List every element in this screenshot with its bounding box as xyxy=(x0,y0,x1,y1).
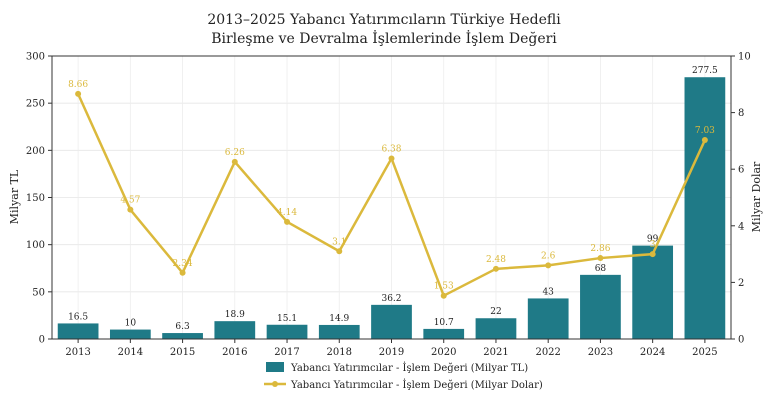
line-point xyxy=(127,206,134,213)
y-axis-label: Milyar TL xyxy=(8,169,21,224)
bar xyxy=(423,328,465,339)
x-tick-label: 2016 xyxy=(222,347,247,358)
line-value-label: 2.48 xyxy=(486,255,506,265)
line-value-label: 3.1 xyxy=(332,237,346,247)
bar xyxy=(475,318,517,339)
line-point xyxy=(388,155,395,162)
plot-frame xyxy=(51,55,732,340)
x-tick-label: 2019 xyxy=(379,347,404,358)
y2-tick-label: 2 xyxy=(738,278,744,289)
bar xyxy=(580,274,621,339)
legend-bar-label: Yabancı Yatırımcılar - İşlem Değeri (Mil… xyxy=(290,362,528,374)
line-value-label: 6.26 xyxy=(225,148,245,158)
bar xyxy=(684,77,726,339)
legend: Yabancı Yatırımcılar - İşlem Değeri (Mil… xyxy=(264,362,543,391)
x-tick-label: 2025 xyxy=(692,347,717,358)
line-point xyxy=(649,251,656,258)
bar-value-label: 6.3 xyxy=(175,322,190,332)
line-point xyxy=(440,292,447,299)
bar-value-label: 15.1 xyxy=(277,314,297,324)
y2-axis-label: Milyar Dolar xyxy=(750,161,763,232)
bar-value-label: 10.7 xyxy=(434,318,454,328)
line-value-label: 2.6 xyxy=(541,251,556,261)
line-value-label: 1.53 xyxy=(434,282,454,292)
line-value-label: 4.57 xyxy=(120,196,140,206)
bar-value-label: 18.9 xyxy=(225,310,245,320)
bar-value-label: 14.9 xyxy=(329,314,349,324)
line-point xyxy=(597,255,604,262)
bar-value-label: 68 xyxy=(595,264,607,274)
bar xyxy=(318,324,360,339)
x-tick-label: 2021 xyxy=(483,347,508,358)
line-point xyxy=(284,218,291,225)
x-tick-label: 2014 xyxy=(118,347,143,358)
y-tick-label: 0 xyxy=(39,335,45,346)
y-tick-label: 300 xyxy=(26,52,45,63)
y-tick-label: 50 xyxy=(32,287,45,298)
x-tick-label: 2018 xyxy=(327,347,352,358)
legend-line-marker xyxy=(272,381,278,387)
bar-value-label: 99 xyxy=(647,235,659,245)
line-series: 8.66 4.57 2.34 6.26 4.14 3.1 6.38 1.53 2.48 2.6 2.… xyxy=(68,80,715,299)
line-value-label: 4.14 xyxy=(277,208,297,218)
y-tick-label: 200 xyxy=(26,146,45,157)
line-value-label: 7.03 xyxy=(695,126,715,136)
x-tick-label: 2017 xyxy=(274,347,299,358)
bar-labels: 16.5 10 6.3 18.9 15.1 14.9 36.2 10.7 22 43 68 99 277… xyxy=(68,66,718,332)
x-tick-label: 2020 xyxy=(431,347,456,358)
legend-bar-swatch xyxy=(266,362,284,372)
x-tick-label: 2024 xyxy=(640,347,665,358)
bar xyxy=(109,329,151,339)
y-tick-label: 100 xyxy=(26,240,45,251)
x-tick-label: 2023 xyxy=(588,347,613,358)
y2-tick-label: 6 xyxy=(738,165,744,176)
line-point xyxy=(701,137,708,144)
y2-tick-label: 10 xyxy=(738,52,751,63)
bar-series xyxy=(57,77,726,339)
grid xyxy=(52,55,731,340)
x-tick-label: 2015 xyxy=(170,347,195,358)
y2-tick-label: 0 xyxy=(738,335,744,346)
bar-value-label: 36.2 xyxy=(381,294,401,304)
bar xyxy=(632,245,674,339)
bar xyxy=(527,298,569,339)
x-tick-label: 2022 xyxy=(535,347,560,358)
bar xyxy=(57,323,99,339)
bar-value-label: 10 xyxy=(125,319,137,329)
line-value-label: 6.38 xyxy=(381,144,401,154)
chart-title-line-2: Birleşme ve Devralma İşlemlerinde İşlem … xyxy=(211,29,557,47)
bar-value-label: 16.5 xyxy=(68,312,88,322)
x-tick-label: 2013 xyxy=(65,347,90,358)
line-value-label: 2.34 xyxy=(173,259,193,269)
bar xyxy=(162,333,203,339)
bar-value-label: 43 xyxy=(542,287,554,297)
line-point xyxy=(492,265,499,272)
line-value-label: 3 xyxy=(650,240,656,250)
line-point xyxy=(231,158,238,165)
bar-value-label: 22 xyxy=(490,307,501,317)
legend-line-label: Yabancı Yatırımcılar - İşlem Değeri (Mil… xyxy=(290,379,543,391)
line-point xyxy=(545,262,552,269)
y2-tick-label: 4 xyxy=(738,221,744,232)
line-value-label: 8.66 xyxy=(68,80,88,90)
chart-title-line-1: 2013–2025 Yabancı Yatırımcıların Türkiye… xyxy=(207,12,561,28)
line-point xyxy=(336,248,343,255)
y-tick-label: 150 xyxy=(26,193,45,204)
line-point xyxy=(75,90,82,97)
bar xyxy=(371,304,412,339)
line-value-label: 2.86 xyxy=(590,244,610,254)
bar-value-label: 277.5 xyxy=(692,66,718,76)
bar xyxy=(266,324,308,339)
line-point xyxy=(179,269,186,276)
bar xyxy=(214,321,256,339)
y2-tick-label: 8 xyxy=(738,108,744,119)
y-tick-label: 250 xyxy=(26,99,45,110)
